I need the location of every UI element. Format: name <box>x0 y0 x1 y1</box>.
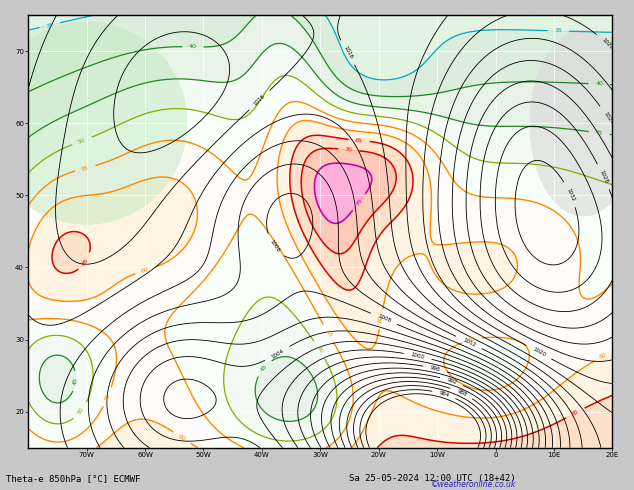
Text: 75: 75 <box>354 197 363 207</box>
Text: 35: 35 <box>46 22 54 28</box>
Text: 70: 70 <box>345 147 353 153</box>
Text: ©weatheronline.co.uk: ©weatheronline.co.uk <box>431 480 516 489</box>
Text: 1008: 1008 <box>377 314 391 324</box>
Text: 1000: 1000 <box>410 352 425 360</box>
Text: 55: 55 <box>467 337 476 343</box>
Text: 65: 65 <box>81 257 89 266</box>
Text: 65: 65 <box>355 138 363 143</box>
Text: 45: 45 <box>259 363 268 372</box>
Text: 996: 996 <box>429 365 441 372</box>
Text: 1016: 1016 <box>253 94 266 107</box>
Text: 35: 35 <box>554 28 562 33</box>
Text: 60: 60 <box>178 433 186 442</box>
Text: 40: 40 <box>189 44 197 49</box>
Text: 50: 50 <box>77 137 87 145</box>
Text: 1008: 1008 <box>268 239 280 253</box>
Text: 1020: 1020 <box>531 346 546 358</box>
Text: 1028: 1028 <box>598 169 609 184</box>
Text: 1020: 1020 <box>600 37 614 50</box>
Text: 60: 60 <box>378 315 384 323</box>
Text: Theta-e 850hPa [°C] ECMWF: Theta-e 850hPa [°C] ECMWF <box>6 474 141 483</box>
Text: 50: 50 <box>315 345 324 354</box>
Text: 984: 984 <box>438 390 450 398</box>
Text: Sa 25-05-2024 12:00 UTC (18+42): Sa 25-05-2024 12:00 UTC (18+42) <box>349 474 515 483</box>
Text: 45: 45 <box>72 377 78 385</box>
Text: 50: 50 <box>77 406 85 416</box>
Text: 55: 55 <box>324 329 332 338</box>
Text: 55: 55 <box>81 165 89 172</box>
Text: 55: 55 <box>104 392 112 402</box>
Text: 65: 65 <box>571 409 580 417</box>
Text: 1016: 1016 <box>342 45 353 60</box>
Text: 1004: 1004 <box>270 348 285 359</box>
Text: 45: 45 <box>595 130 604 136</box>
Text: 1012: 1012 <box>462 337 476 348</box>
Text: 988: 988 <box>456 389 467 397</box>
Text: 60: 60 <box>141 267 150 274</box>
Text: 60: 60 <box>599 351 608 360</box>
Text: 1024: 1024 <box>602 111 614 125</box>
Text: 992: 992 <box>446 377 457 385</box>
Text: 1032: 1032 <box>565 187 575 202</box>
Text: 40: 40 <box>595 81 603 87</box>
